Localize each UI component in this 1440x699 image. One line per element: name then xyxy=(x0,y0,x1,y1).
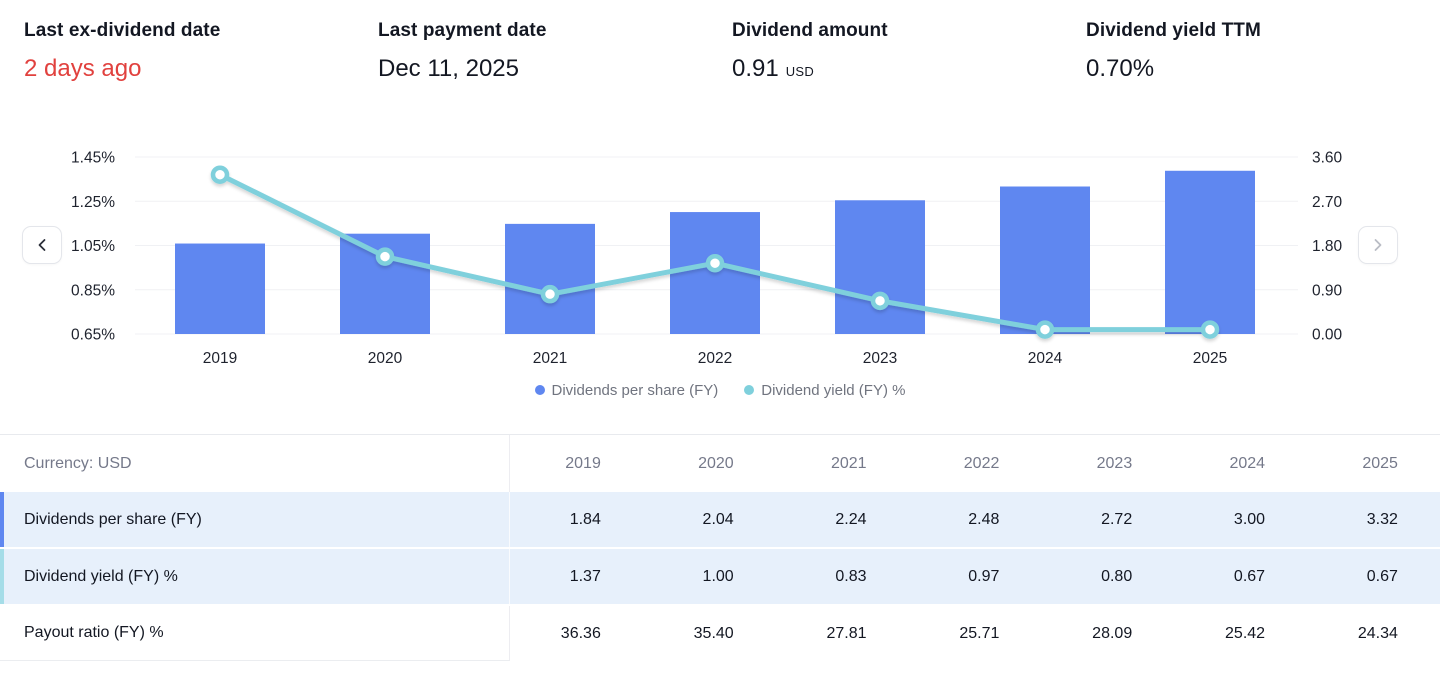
svg-text:2024: 2024 xyxy=(1028,350,1063,367)
svg-text:0.85%: 0.85% xyxy=(71,282,115,299)
table-cell: 1.84 xyxy=(569,510,601,528)
stat-label: Dividend yield TTM xyxy=(1086,20,1261,41)
row-label: Dividend yield (FY) % xyxy=(0,549,510,604)
svg-text:2023: 2023 xyxy=(863,350,897,367)
table-cell: 35.40 xyxy=(693,624,734,642)
row-accent-bar xyxy=(0,549,4,604)
chevron-right-icon xyxy=(1374,239,1382,251)
svg-text:2021: 2021 xyxy=(533,350,567,367)
stat-block: Dividend yield TTM 0.70% xyxy=(1086,20,1440,82)
svg-text:1.05%: 1.05% xyxy=(71,238,115,255)
stat-label: Dividend amount xyxy=(732,20,888,41)
svg-text:0.00: 0.00 xyxy=(1312,327,1343,344)
table-year-header: 2020 xyxy=(698,454,734,472)
table-row[interactable]: Dividend yield (FY) % 1.37 1.00 0.83 0.97 0.8… xyxy=(0,549,1440,604)
stat-value: 0.91 USD xyxy=(732,55,1086,83)
table-cell: 3.32 xyxy=(1366,510,1398,528)
legend-dot-icon xyxy=(534,385,545,395)
svg-text:2019: 2019 xyxy=(203,350,237,367)
chart-next-button[interactable] xyxy=(1358,226,1398,264)
table-year-header: 2023 xyxy=(1096,454,1133,472)
row-label: Dividends per share (FY) xyxy=(0,492,510,547)
table-cell: 3.00 xyxy=(1233,510,1266,528)
svg-text:2022: 2022 xyxy=(698,350,732,367)
svg-text:2025: 2025 xyxy=(1193,350,1227,367)
table-cell: 2.24 xyxy=(835,510,867,528)
svg-text:1.25%: 1.25% xyxy=(71,194,115,211)
stat-block: Last ex-dividend date 2 days ago xyxy=(24,20,378,82)
stat-block: Dividend amount 0.91 USD xyxy=(732,20,1086,82)
dividend-stats-header: Last ex-dividend date 2 days ago Last paym… xyxy=(0,0,1440,82)
table-year-header: 2025 xyxy=(1362,454,1398,472)
legend-dot-icon xyxy=(744,385,755,395)
table-year-header: 2024 xyxy=(1229,454,1266,472)
table-cell: 0.67 xyxy=(1233,567,1266,585)
stat-value: 0.70% xyxy=(1086,55,1440,83)
table-cell: 0.80 xyxy=(1101,567,1133,585)
svg-text:2.70: 2.70 xyxy=(1312,194,1343,211)
legend-label: Dividend yield (FY) % xyxy=(761,381,906,399)
table-row[interactable]: Payout ratio (FY) % 36.36 35.40 27.81 25.71 2… xyxy=(0,606,1440,661)
svg-text:0.90: 0.90 xyxy=(1312,282,1343,299)
row-label-text: Payout ratio (FY) % xyxy=(24,624,164,641)
table-cell: 1.37 xyxy=(569,567,601,585)
svg-text:2020: 2020 xyxy=(368,350,403,367)
dividends-table: Currency: USD 2019 2020 2021 2022 2023 2024 202… xyxy=(0,434,1440,661)
chart-prev-button[interactable] xyxy=(22,226,62,264)
table-year-header: 2019 xyxy=(565,454,601,472)
dividends-chart-section: 1.45% 3.60 1.25% 2.70 1.05% 1.80 0.85% 0.90 0.65… xyxy=(0,130,1440,410)
table-cell: 36.36 xyxy=(560,624,601,642)
table-cell: 2.72 xyxy=(1101,510,1133,528)
table-cell: 28.09 xyxy=(1092,624,1133,642)
table-cell: 25.71 xyxy=(959,624,1000,642)
table-row[interactable]: Dividends per share (FY) 1.84 2.04 2.24 2.48… xyxy=(0,492,1440,547)
row-label-text: Dividend yield (FY) % xyxy=(24,567,178,585)
row-accent-bar xyxy=(0,492,4,547)
svg-text:1.45%: 1.45% xyxy=(71,150,115,167)
dividends-chart[interactable]: 1.45% 3.60 1.25% 2.70 1.05% 1.80 0.85% 0.90 0.65… xyxy=(0,130,1440,375)
table-corner-label: Currency: USD xyxy=(0,435,510,492)
table-year-header: 2021 xyxy=(830,454,867,472)
chart-legend: Dividends per share (FY) Dividend yield (… xyxy=(0,377,1440,403)
table-cell: 0.83 xyxy=(835,567,867,585)
svg-text:1.80: 1.80 xyxy=(1312,238,1343,255)
table-cell: 2.04 xyxy=(702,510,734,528)
table-cell: 0.97 xyxy=(968,567,1000,585)
stat-value-text: 2 days ago xyxy=(24,55,142,82)
table-cell: 25.42 xyxy=(1225,624,1266,642)
svg-text:3.60: 3.60 xyxy=(1312,150,1343,167)
stat-value: 2 days ago xyxy=(24,55,378,83)
stat-value-unit: USD xyxy=(785,64,815,79)
table-header-row: Currency: USD 2019 2020 2021 2022 2023 2024 202… xyxy=(0,435,1440,492)
table-cell: 27.81 xyxy=(826,624,867,642)
stat-value-text: 0.70% xyxy=(1086,55,1155,82)
table-cell: 24.34 xyxy=(1357,624,1398,642)
stat-value-text: Dec 11, 2025 xyxy=(378,55,519,82)
stat-value-text: 0.91 xyxy=(732,55,779,82)
legend-label: Dividends per share (FY) xyxy=(551,381,719,399)
table-cell: 0.67 xyxy=(1366,567,1398,585)
stat-label: Last ex-dividend date xyxy=(24,20,221,41)
svg-text:0.65%: 0.65% xyxy=(71,327,115,344)
table-year-header: 2022 xyxy=(963,454,1000,472)
table-cell: 2.48 xyxy=(968,510,1000,528)
chevron-left-icon xyxy=(38,239,46,251)
stat-label: Last payment date xyxy=(378,20,547,41)
stat-value: Dec 11, 2025 xyxy=(378,55,732,83)
row-label: Payout ratio (FY) % xyxy=(0,606,510,661)
stat-block: Last payment date Dec 11, 2025 xyxy=(378,20,732,82)
legend-item: Dividends per share (FY) xyxy=(534,381,719,399)
table-cell: 1.00 xyxy=(702,567,734,585)
row-label-text: Dividends per share (FY) xyxy=(24,510,202,528)
legend-item: Dividend yield (FY) % xyxy=(744,382,905,399)
